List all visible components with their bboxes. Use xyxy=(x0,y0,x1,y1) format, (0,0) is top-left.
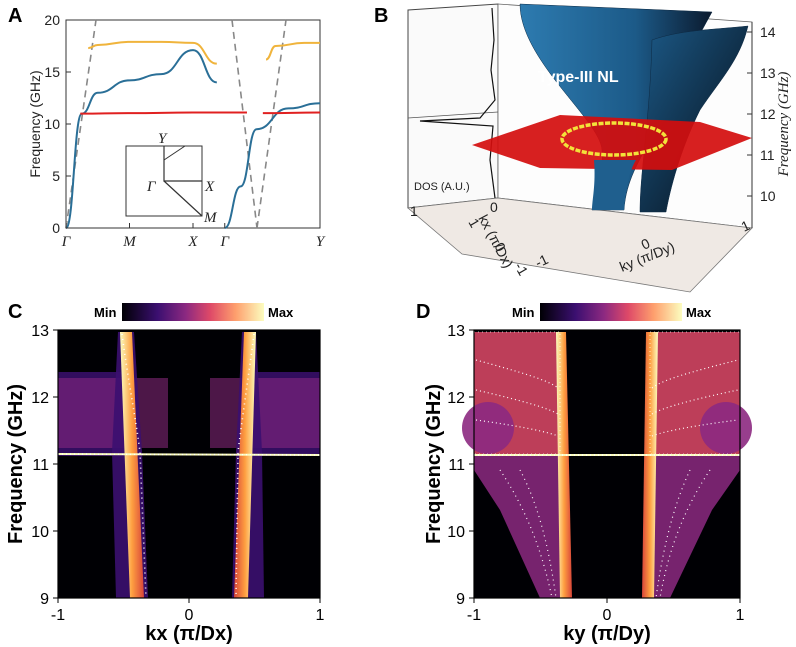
halo-c-right-inner xyxy=(210,378,320,448)
flat-band-c xyxy=(57,453,321,456)
panel-d-axes: 9 10 11 12 13 -1 0 1 xyxy=(447,323,744,624)
heatmap-ytick-label: 11 xyxy=(32,457,49,474)
panel-label-d: D xyxy=(416,301,430,323)
z-tick-label: 12 xyxy=(760,106,776,122)
colorbar-c-min: Min xyxy=(94,305,116,320)
heatmap-ytick-label: 10 xyxy=(31,524,49,541)
panel-label-b: B xyxy=(374,5,388,27)
bulk-d-gap-right xyxy=(700,402,752,454)
panel-a-ytick-label: 10 xyxy=(44,116,60,132)
panel-a-ylabel: Frequency (GHz) xyxy=(27,70,43,177)
dots-c-left xyxy=(121,333,147,599)
inset-label-m: M xyxy=(203,210,218,226)
bulk-c-right-band xyxy=(234,332,256,598)
colorbar-d-max: Max xyxy=(686,305,712,320)
brillouin-zone-inset: Y Γ X M xyxy=(125,131,218,226)
bulk-d-gap-left xyxy=(462,402,514,454)
colorbar-c xyxy=(122,303,264,321)
heatmap-ytick-label: 13 xyxy=(31,323,49,340)
z-ticks: 14 13 12 11 10 xyxy=(747,24,776,204)
dos-tick-1: 1 xyxy=(410,203,418,219)
z-tick-label: 14 xyxy=(760,24,776,40)
bulk-d-lower-left xyxy=(474,456,560,598)
panel-a-xtick-label: Y xyxy=(316,234,326,250)
panel-d-xlabel: ky (π/Dy) xyxy=(563,623,651,645)
colorbar-d xyxy=(540,303,682,321)
colorbar-d-min: Min xyxy=(512,305,534,320)
floor xyxy=(407,197,753,293)
heatmap-ytick-label: 13 xyxy=(447,323,465,340)
dots-d-lower-arcs xyxy=(499,469,711,599)
heatmap-ytick-label: 11 xyxy=(448,457,465,474)
heatmap-xtick-label: -1 xyxy=(51,607,65,624)
panel-c-projected-bands-kx: Min Max 9 10 11 12 13 -1 0 1 Frequency (GHz) kx… xyxy=(5,303,325,645)
panel-a-ytick-label: 20 xyxy=(44,12,60,28)
flat-band-plane xyxy=(472,115,752,170)
surface-title: Type-III NL xyxy=(538,69,619,86)
heatmap-c-background xyxy=(58,330,320,598)
inset-label-x: X xyxy=(204,179,215,195)
inset-label-y: Y xyxy=(158,131,168,147)
heatmap-ytick-label: 9 xyxy=(456,591,465,608)
heatmap-ytick-label: 9 xyxy=(40,591,49,608)
dos-label: DOS (A.U.) xyxy=(414,181,470,193)
panel-label-c: C xyxy=(8,301,22,323)
z-tick-label: 13 xyxy=(760,65,776,81)
panel-d-projected-bands-ky: Min Max 9 10 11 12 13 -1 0 1 Frequency (GHz) ky… xyxy=(423,303,752,645)
heatmap-xtick-label: 1 xyxy=(736,607,745,624)
light-line-2 xyxy=(231,19,258,229)
panel-d-ylabel: Frequency (GHz) xyxy=(423,384,445,544)
band-line-2 xyxy=(65,49,218,229)
band-line-5 xyxy=(262,111,321,115)
heatmap-xtick-label: -1 xyxy=(467,607,481,624)
inset-path-2 xyxy=(163,180,203,217)
panel-c-ylabel: Frequency (GHz) xyxy=(5,384,27,544)
band-line-0 xyxy=(88,40,217,65)
z-tick-label: 10 xyxy=(760,188,776,204)
dos-wall xyxy=(407,3,499,209)
panel-a-xtick-label: Γ xyxy=(61,234,72,250)
panel-a-xtick-label: M xyxy=(122,234,137,250)
band-d-right xyxy=(642,332,658,598)
panel-a-xtick-label: Γ xyxy=(219,234,230,250)
heatmap-ytick-label: 12 xyxy=(447,390,465,407)
heatmap-xtick-label: 0 xyxy=(185,607,194,624)
panel-c-axes: 9 10 11 12 13 -1 0 1 xyxy=(31,323,324,624)
panel-label-a: A xyxy=(8,5,22,27)
z-axis-label: Frequency (GHz) xyxy=(776,72,792,178)
dots-c-right xyxy=(235,333,255,599)
panel-c-xlabel: kx (π/Dx) xyxy=(145,623,233,645)
heatmap-ytick-label: 12 xyxy=(31,390,49,407)
panel-a-ytick-label: 15 xyxy=(44,64,60,80)
panel-a-bands xyxy=(65,40,321,229)
panel-b-3d-surface: Type-III NL DOS (A.U.) 1 0 14 13 12 11 10 Fr… xyxy=(407,3,792,293)
heatmap-xtick-label: 1 xyxy=(316,607,325,624)
bulk-d-lower-right xyxy=(650,456,740,598)
band-line-3 xyxy=(224,102,321,229)
inset-label-gamma: Γ xyxy=(146,179,157,195)
nodal-ring xyxy=(560,121,668,157)
heatmap-ytick-label: 10 xyxy=(447,524,465,541)
panel-a-ytick-label: 5 xyxy=(52,168,60,184)
bulk-c-left-band xyxy=(120,332,144,598)
band-line-1 xyxy=(265,41,320,61)
dos-midline xyxy=(407,111,499,119)
panel-a-xtick-label: X xyxy=(187,234,198,250)
panel-a-ytick-label: 0 xyxy=(52,220,60,236)
heatmap-xtick-label: 0 xyxy=(603,607,612,624)
inset-path-3 xyxy=(163,145,186,161)
colorbar-c-max: Max xyxy=(268,305,294,320)
band-line-4 xyxy=(80,111,247,115)
z-tick-label: 11 xyxy=(760,147,775,163)
dos-tick-0: 0 xyxy=(490,199,498,215)
band-surface-front xyxy=(592,160,636,210)
